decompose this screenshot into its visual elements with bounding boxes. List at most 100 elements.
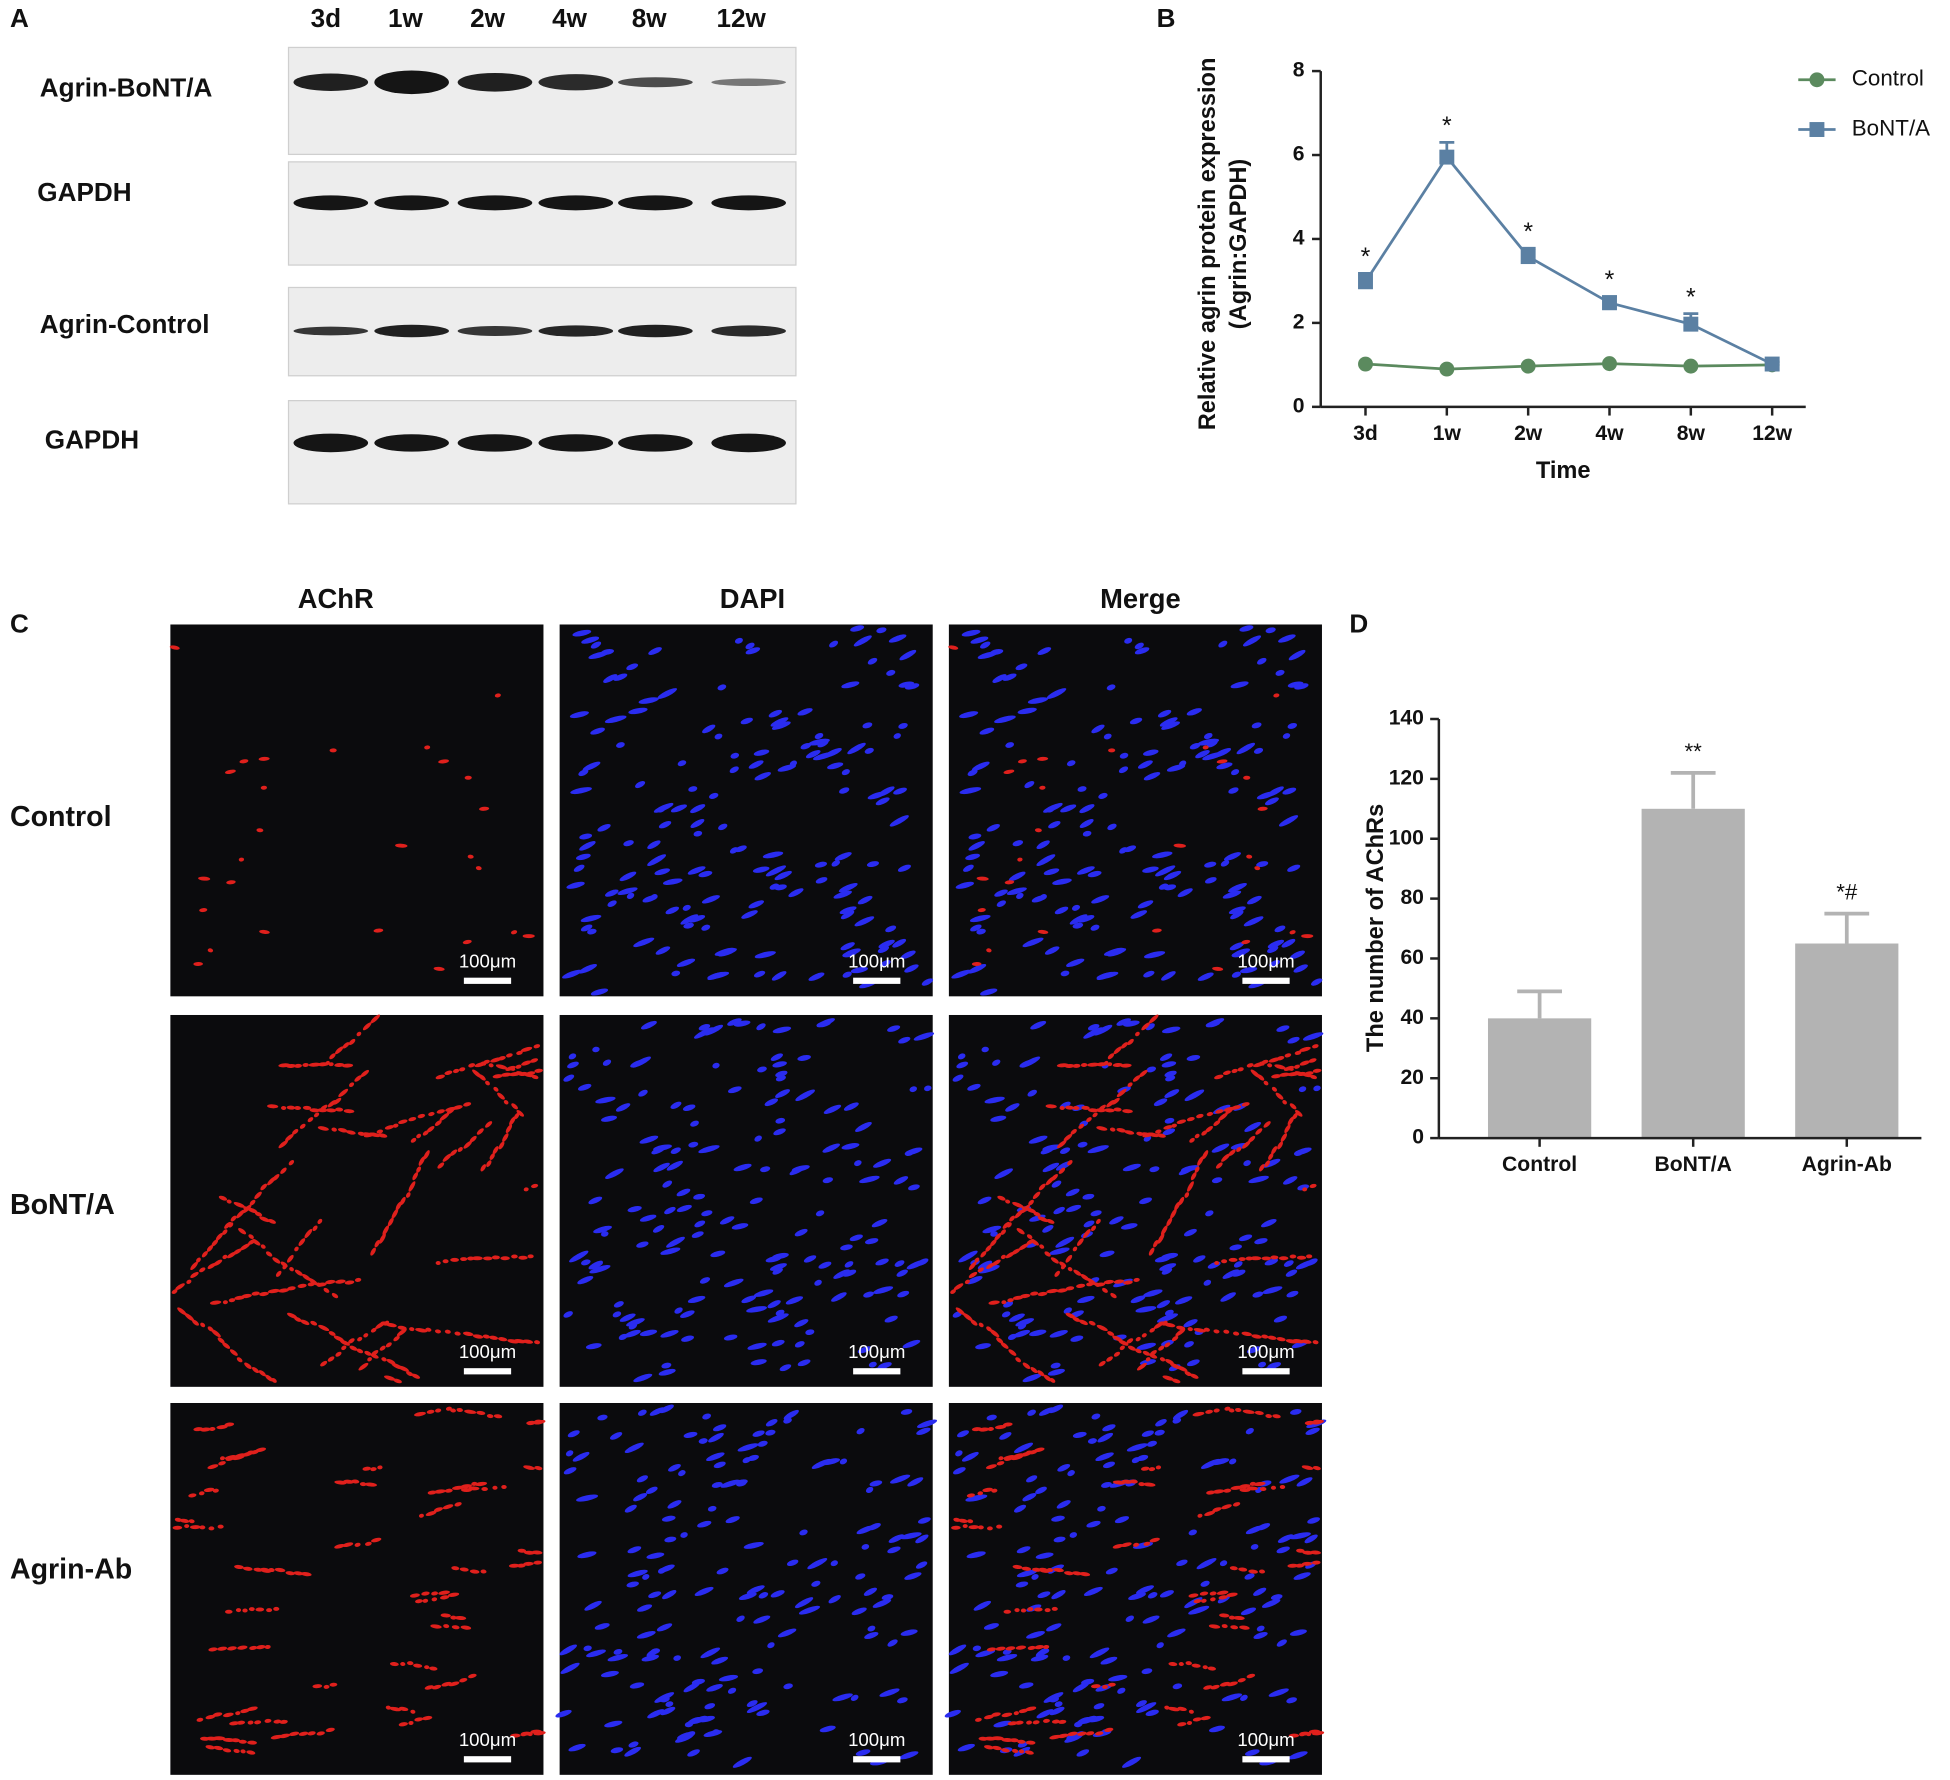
fluorescence-spot bbox=[1177, 1722, 1187, 1727]
fluorescence-spot bbox=[1004, 880, 1015, 885]
fluorescence-spot bbox=[1141, 1430, 1154, 1437]
fluorescence-spot bbox=[674, 1307, 683, 1314]
fluorescence-spot bbox=[408, 1181, 416, 1192]
fluorescence-spot bbox=[1195, 750, 1210, 759]
fluorescence-spot bbox=[1093, 1703, 1105, 1710]
fluorescence-spot bbox=[476, 1410, 486, 1416]
fluorescence-spot bbox=[1163, 870, 1182, 881]
fluorescence-spot bbox=[389, 1706, 402, 1712]
fluorescence-spot bbox=[1036, 1709, 1054, 1719]
fluorescence-spot bbox=[1050, 1173, 1058, 1181]
fluorescence-spot bbox=[1120, 1223, 1138, 1230]
fluorescence-spot bbox=[498, 1056, 506, 1061]
fluorescence-spot bbox=[889, 815, 909, 827]
fluorescence-spot bbox=[292, 1128, 299, 1135]
fluorescence-spot bbox=[811, 1580, 821, 1587]
fluorescence-spot bbox=[838, 882, 858, 893]
fluorescence-spot bbox=[807, 1558, 828, 1570]
fluorescence-spot bbox=[996, 1524, 1003, 1529]
fluorescence-spot bbox=[568, 1743, 586, 1752]
fluorescence-spot bbox=[639, 1329, 658, 1337]
blot-band bbox=[711, 195, 786, 211]
fluorescence-spot bbox=[444, 1488, 453, 1493]
fluorescence-spot bbox=[857, 895, 873, 905]
fluorescence-spot bbox=[838, 787, 850, 794]
fluorescence-spot bbox=[206, 1244, 214, 1252]
fluorescence-spot bbox=[1049, 1377, 1056, 1383]
fluorescence-spot bbox=[190, 1261, 198, 1271]
fluorescence-spot bbox=[1001, 1300, 1007, 1305]
fluorescence-spot bbox=[1001, 1311, 1011, 1318]
fluorescence-spot bbox=[531, 1183, 539, 1189]
fluorescence-spot bbox=[833, 1269, 850, 1279]
fluorescence-spot bbox=[1083, 1027, 1104, 1039]
fluorescence-spot bbox=[416, 1166, 422, 1173]
fluorescence-spot bbox=[714, 947, 736, 956]
fluorescence-spot bbox=[468, 1486, 480, 1491]
fluorescence-spot bbox=[916, 1258, 929, 1266]
fluorescence-spot bbox=[839, 1458, 848, 1465]
fluorescence-spot bbox=[1132, 1075, 1141, 1082]
fluorescence-spot bbox=[1161, 1061, 1177, 1068]
fluorescence-spot bbox=[799, 1529, 808, 1536]
fluorescence-spot bbox=[454, 1615, 467, 1621]
fluorescence-spot bbox=[660, 1706, 676, 1716]
fluorescence-spot bbox=[1095, 1218, 1101, 1225]
fluorescence-spot bbox=[867, 1625, 876, 1632]
fluorescence-spot bbox=[196, 1257, 201, 1263]
fluorescence-spot bbox=[1249, 1256, 1262, 1261]
fluorescence-spot bbox=[1158, 1345, 1165, 1351]
fluorescence-spot bbox=[570, 787, 592, 795]
fluorescence-spot bbox=[1042, 1144, 1062, 1152]
fluorescence-spot bbox=[203, 1487, 215, 1492]
fluorescence-spot bbox=[1289, 1532, 1311, 1540]
fluorescence-spot bbox=[367, 1357, 372, 1362]
fluorescence-spot bbox=[335, 1107, 344, 1112]
fluorescence-spot bbox=[338, 1088, 349, 1098]
fluorescence-spot bbox=[1096, 1126, 1108, 1131]
fluorescence-spot bbox=[600, 1670, 619, 1678]
fluorescence-spot bbox=[856, 1525, 874, 1535]
fluorescence-spot bbox=[772, 1061, 787, 1068]
micrograph-signal bbox=[944, 1404, 1327, 1768]
fluorescence-spot bbox=[381, 1357, 387, 1362]
fluorescence-spot bbox=[179, 1518, 190, 1523]
fluorescence-spot bbox=[588, 1261, 604, 1270]
fluorescence-spot bbox=[1164, 1117, 1175, 1124]
fluorescence-spot bbox=[1231, 971, 1242, 978]
fluorescence-spot bbox=[1294, 1109, 1303, 1117]
fluorescence-spot bbox=[222, 1342, 231, 1349]
fluorescence-spot bbox=[1290, 1409, 1302, 1415]
fluorescence-spot bbox=[1019, 1682, 1034, 1689]
fluorescence-spot bbox=[434, 1120, 442, 1127]
fluorescence-spot bbox=[1012, 1748, 1019, 1754]
fluorescence-spot bbox=[320, 1360, 328, 1367]
fluorescence-spot bbox=[1279, 1474, 1300, 1484]
fluorescence-spot bbox=[1283, 1176, 1298, 1185]
fluorescence-spot bbox=[640, 1020, 657, 1030]
fluorescence-spot bbox=[808, 972, 825, 981]
fluorescence-spot bbox=[334, 1046, 344, 1055]
x-tick-label: 1w bbox=[1433, 422, 1462, 445]
fluorescence-spot bbox=[476, 1128, 484, 1135]
fluorescence-spot bbox=[217, 1646, 228, 1651]
fluorescence-spot bbox=[944, 1709, 961, 1718]
fluorescence-spot bbox=[511, 1254, 518, 1259]
fluorescence-spot bbox=[767, 1642, 775, 1649]
fluorescence-spot bbox=[988, 1300, 1000, 1305]
fluorescence-spot bbox=[959, 711, 979, 719]
fluorescence-spot bbox=[493, 1086, 499, 1092]
fluorescence-spot bbox=[1239, 625, 1254, 632]
fluorescence-spot bbox=[953, 1283, 964, 1291]
fluorescence-spot bbox=[863, 1291, 874, 1298]
fluorescence-spot bbox=[1309, 1183, 1317, 1189]
fluorescence-spot bbox=[436, 1109, 445, 1114]
fluorescence-spot bbox=[981, 1046, 989, 1053]
fluorescence-spot bbox=[1133, 1542, 1140, 1547]
fluorescence-spot bbox=[559, 1644, 577, 1656]
significance-label: ** bbox=[1684, 739, 1702, 764]
fluorescence-spot bbox=[1014, 1720, 1024, 1725]
fluorescence-spot bbox=[624, 1442, 644, 1454]
fluorescence-spot bbox=[226, 1199, 232, 1204]
fluorescence-spot bbox=[1188, 1529, 1197, 1536]
